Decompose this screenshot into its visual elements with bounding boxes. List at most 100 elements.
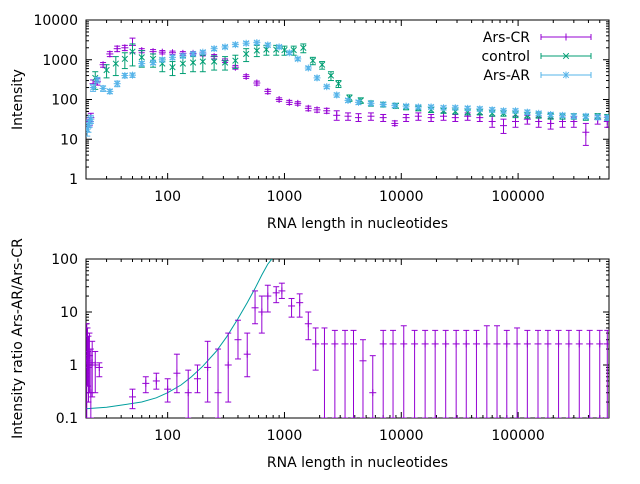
series-ratio [86, 282, 609, 418]
data-point [128, 393, 136, 401]
data-point [242, 72, 250, 80]
data-point [158, 56, 166, 64]
x-tick-label: 10000 [379, 189, 424, 205]
data-point [243, 350, 251, 358]
data-point [535, 117, 543, 125]
x-tick-label: 100000 [491, 428, 544, 444]
data-point [389, 340, 397, 348]
data-point [488, 106, 496, 114]
y-tick-label: 0.1 [56, 411, 78, 427]
data-point [451, 114, 459, 122]
data-point [210, 45, 218, 53]
data-point [391, 102, 399, 110]
data-point [214, 389, 222, 397]
data-point [129, 48, 136, 55]
data-point [99, 84, 107, 92]
fit-curve [86, 259, 273, 410]
data-point [304, 104, 312, 112]
data-point [500, 107, 508, 115]
data-point [402, 114, 410, 122]
data-point [350, 340, 358, 348]
data-point [575, 340, 583, 348]
data-point [320, 340, 328, 348]
data-point [204, 363, 212, 371]
data-point [582, 112, 590, 120]
data-point [278, 287, 286, 295]
data-point [164, 385, 172, 393]
y-tick-label: 100 [51, 252, 78, 268]
data-point [189, 59, 197, 66]
error-bar [89, 340, 96, 398]
error-bar [222, 56, 229, 71]
data-point [264, 41, 272, 49]
error-bar [121, 52, 128, 70]
data-point [103, 66, 110, 74]
error-bar [211, 55, 218, 71]
x-tick-label: 10000 [379, 428, 424, 444]
error-bar [92, 350, 99, 394]
error-bar [400, 325, 407, 418]
data-point [149, 59, 157, 67]
data-point [210, 58, 218, 65]
data-point [344, 112, 352, 120]
data-point [272, 289, 280, 297]
data-point [89, 84, 97, 92]
data-point [513, 340, 521, 348]
x-tick-label: 100 [154, 428, 181, 444]
y-tick-label: 10000 [33, 13, 78, 29]
data-point [173, 369, 181, 377]
data-point [189, 50, 197, 58]
data-point [121, 72, 129, 80]
data-point [304, 320, 312, 328]
error-bar [112, 56, 119, 77]
data-point [312, 340, 320, 348]
error-bar [232, 54, 239, 70]
data-point [431, 340, 439, 348]
data-point [367, 99, 375, 107]
error-bar [169, 61, 176, 77]
data-point [442, 340, 450, 348]
data-point [290, 46, 297, 54]
data-point [199, 58, 206, 65]
data-point [224, 361, 232, 369]
x-axis-label: RNA length in nucleotides [267, 216, 448, 232]
data-point [427, 114, 435, 122]
legend-marker [562, 71, 570, 79]
data-point [503, 340, 511, 348]
legend-marker [562, 33, 570, 41]
data-point [414, 112, 422, 120]
data-point [304, 64, 312, 72]
data-point [179, 60, 187, 67]
data-point [500, 122, 508, 130]
error-bar [129, 43, 136, 67]
data-point [264, 87, 272, 95]
data-point [462, 340, 470, 348]
data-point [113, 45, 121, 53]
data-point [511, 117, 519, 125]
data-point [367, 112, 375, 120]
data-point [243, 50, 250, 58]
data-point [534, 340, 542, 348]
data-point [323, 107, 331, 115]
data-point [199, 48, 207, 56]
data-point [128, 71, 136, 79]
data-point [523, 108, 531, 116]
data-point [91, 361, 99, 369]
data-point [354, 114, 362, 122]
error-bar [87, 348, 94, 418]
data-point [113, 80, 121, 88]
legend-label: Ars-CR [483, 30, 530, 46]
data-point [354, 98, 362, 106]
y-tick-label: 1 [69, 358, 78, 374]
data-point [379, 340, 387, 348]
data-point [296, 299, 304, 307]
data-point [440, 104, 448, 112]
data-point [234, 336, 242, 344]
y-axis-label: Intensity [10, 69, 26, 130]
legend-label: control [481, 49, 530, 65]
data-point [285, 98, 293, 106]
error-bar [215, 348, 222, 418]
data-point [440, 112, 448, 120]
data-point [95, 363, 103, 371]
